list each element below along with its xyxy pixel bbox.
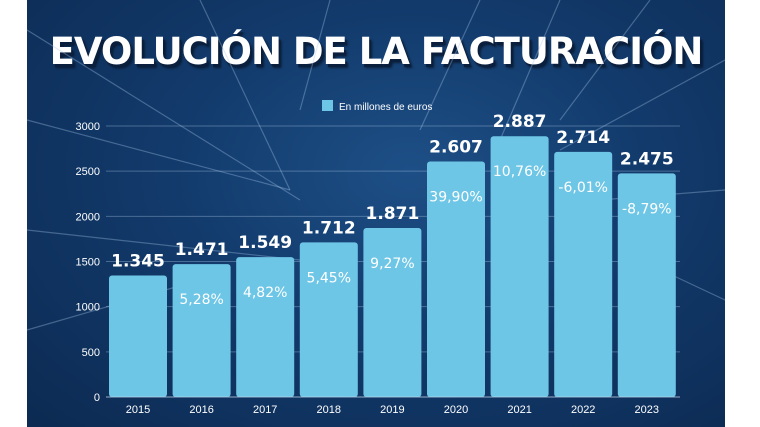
legend-label: En millones de euros xyxy=(339,102,432,113)
growth-label: 5,45% xyxy=(307,270,351,286)
value-label: 2.607 xyxy=(429,138,483,158)
x-tick-label: 2016 xyxy=(189,404,213,416)
background-ray xyxy=(559,59,726,151)
value-label: 1.549 xyxy=(238,233,292,253)
y-tick-label: 1000 xyxy=(76,302,100,314)
y-tick-label: 3000 xyxy=(76,121,100,133)
value-label: 1.345 xyxy=(111,252,165,272)
value-label: 2.714 xyxy=(556,128,610,148)
growth-label: 9,27% xyxy=(370,256,414,272)
x-tick-label: 2023 xyxy=(635,404,659,416)
value-label: 1.871 xyxy=(366,204,420,224)
background-ray xyxy=(299,0,331,111)
y-tick-label: 1500 xyxy=(76,257,100,269)
y-tick-label: 2000 xyxy=(76,211,100,223)
y-tick-label: 2500 xyxy=(76,166,100,178)
background-ray xyxy=(26,119,291,191)
background-ray xyxy=(199,0,291,191)
value-label: 2.887 xyxy=(493,112,547,132)
x-tick-label: 2020 xyxy=(444,404,468,416)
x-tick-label: 2022 xyxy=(571,404,595,416)
bar-2018 xyxy=(299,242,358,397)
bar-2019 xyxy=(363,227,422,397)
legend-swatch xyxy=(322,100,333,111)
value-label: 1.712 xyxy=(302,218,356,238)
background-ray xyxy=(499,0,561,141)
background-ray xyxy=(559,0,651,121)
background-ray xyxy=(26,29,301,201)
x-tick-label: 2015 xyxy=(126,404,150,416)
x-tick-label: 2017 xyxy=(253,404,277,416)
value-label: 1.471 xyxy=(175,240,229,260)
background-ray xyxy=(26,229,301,261)
chart-title: EVOLUCIÓN DE LA FACTURACIÓN xyxy=(49,30,704,73)
bar-2023 xyxy=(617,173,676,397)
growth-label: 5,28% xyxy=(179,292,223,308)
growth-label: -8,79% xyxy=(622,201,672,217)
growth-label: -6,01% xyxy=(558,180,608,196)
bar-2022 xyxy=(554,151,613,397)
bar-2021 xyxy=(490,136,549,397)
bar-2015 xyxy=(109,275,167,397)
x-tick-label: 2021 xyxy=(507,404,531,416)
background-ray xyxy=(419,0,481,131)
y-tick-label: 500 xyxy=(82,347,100,359)
growth-label: 10,76% xyxy=(493,164,546,180)
bar-2020 xyxy=(427,161,485,397)
growth-label: 4,82% xyxy=(243,285,287,301)
y-tick-label: 0 xyxy=(94,392,100,404)
x-tick-label: 2019 xyxy=(380,404,404,416)
value-label: 2.475 xyxy=(620,149,674,169)
x-tick-label: 2018 xyxy=(317,404,341,416)
growth-label: 39,90% xyxy=(429,190,482,206)
bar-2017 xyxy=(236,257,295,397)
bar-2016 xyxy=(172,264,231,397)
